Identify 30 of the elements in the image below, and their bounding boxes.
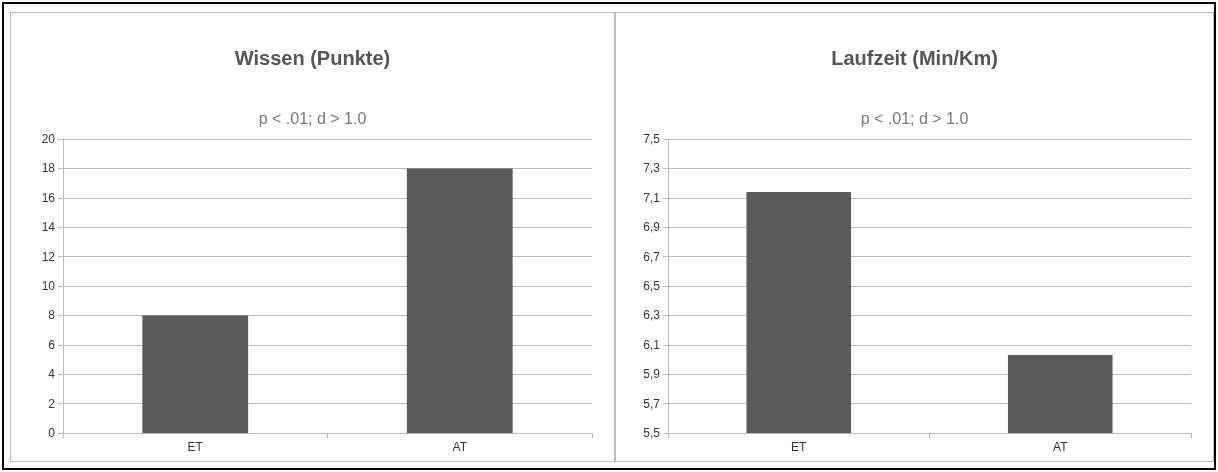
x-tick-label: ET	[791, 440, 808, 454]
chart-title: Wissen (Punkte)	[234, 47, 391, 69]
chart-title: Laufzeit (Min/Km)	[831, 47, 998, 69]
y-tick-label: 6,5	[643, 279, 661, 293]
y-tick-label: 20	[41, 132, 56, 146]
y-tick-label: 7,5	[643, 132, 661, 146]
y-tick-label: 5,7	[643, 396, 661, 411]
y-tick-label: 4	[48, 367, 56, 382]
y-tick-label: 6	[48, 337, 56, 352]
y-tick-label: 12	[41, 249, 56, 264]
y-tick-label: 7,3	[643, 161, 661, 176]
y-tick-label: 6,9	[643, 220, 661, 235]
x-tick-label: AT	[452, 440, 468, 454]
y-tick-label: 5,9	[643, 367, 661, 382]
y-tick-label: 6,1	[643, 337, 661, 352]
x-tick-label: ET	[187, 440, 204, 454]
y-tick-label: 18	[41, 161, 56, 176]
y-tick-label: 14	[41, 220, 56, 235]
y-tick-label: 8	[48, 308, 56, 323]
y-tick-label: 10	[41, 279, 56, 293]
y-tick-label: 5,5	[643, 426, 661, 440]
y-tick-label: 7,1	[643, 190, 661, 205]
y-tick-label: 6,3	[643, 308, 661, 323]
y-tick-label: 0	[48, 426, 56, 440]
y-tick-label: 6,7	[643, 249, 661, 264]
x-tick-label: AT	[1053, 440, 1069, 454]
text: p < .01; d > 1.0	[258, 109, 367, 127]
y-tick-label: 2	[48, 396, 56, 411]
text: p < .01; d > 1.0	[860, 109, 969, 127]
y-tick-label: 16	[41, 190, 56, 205]
